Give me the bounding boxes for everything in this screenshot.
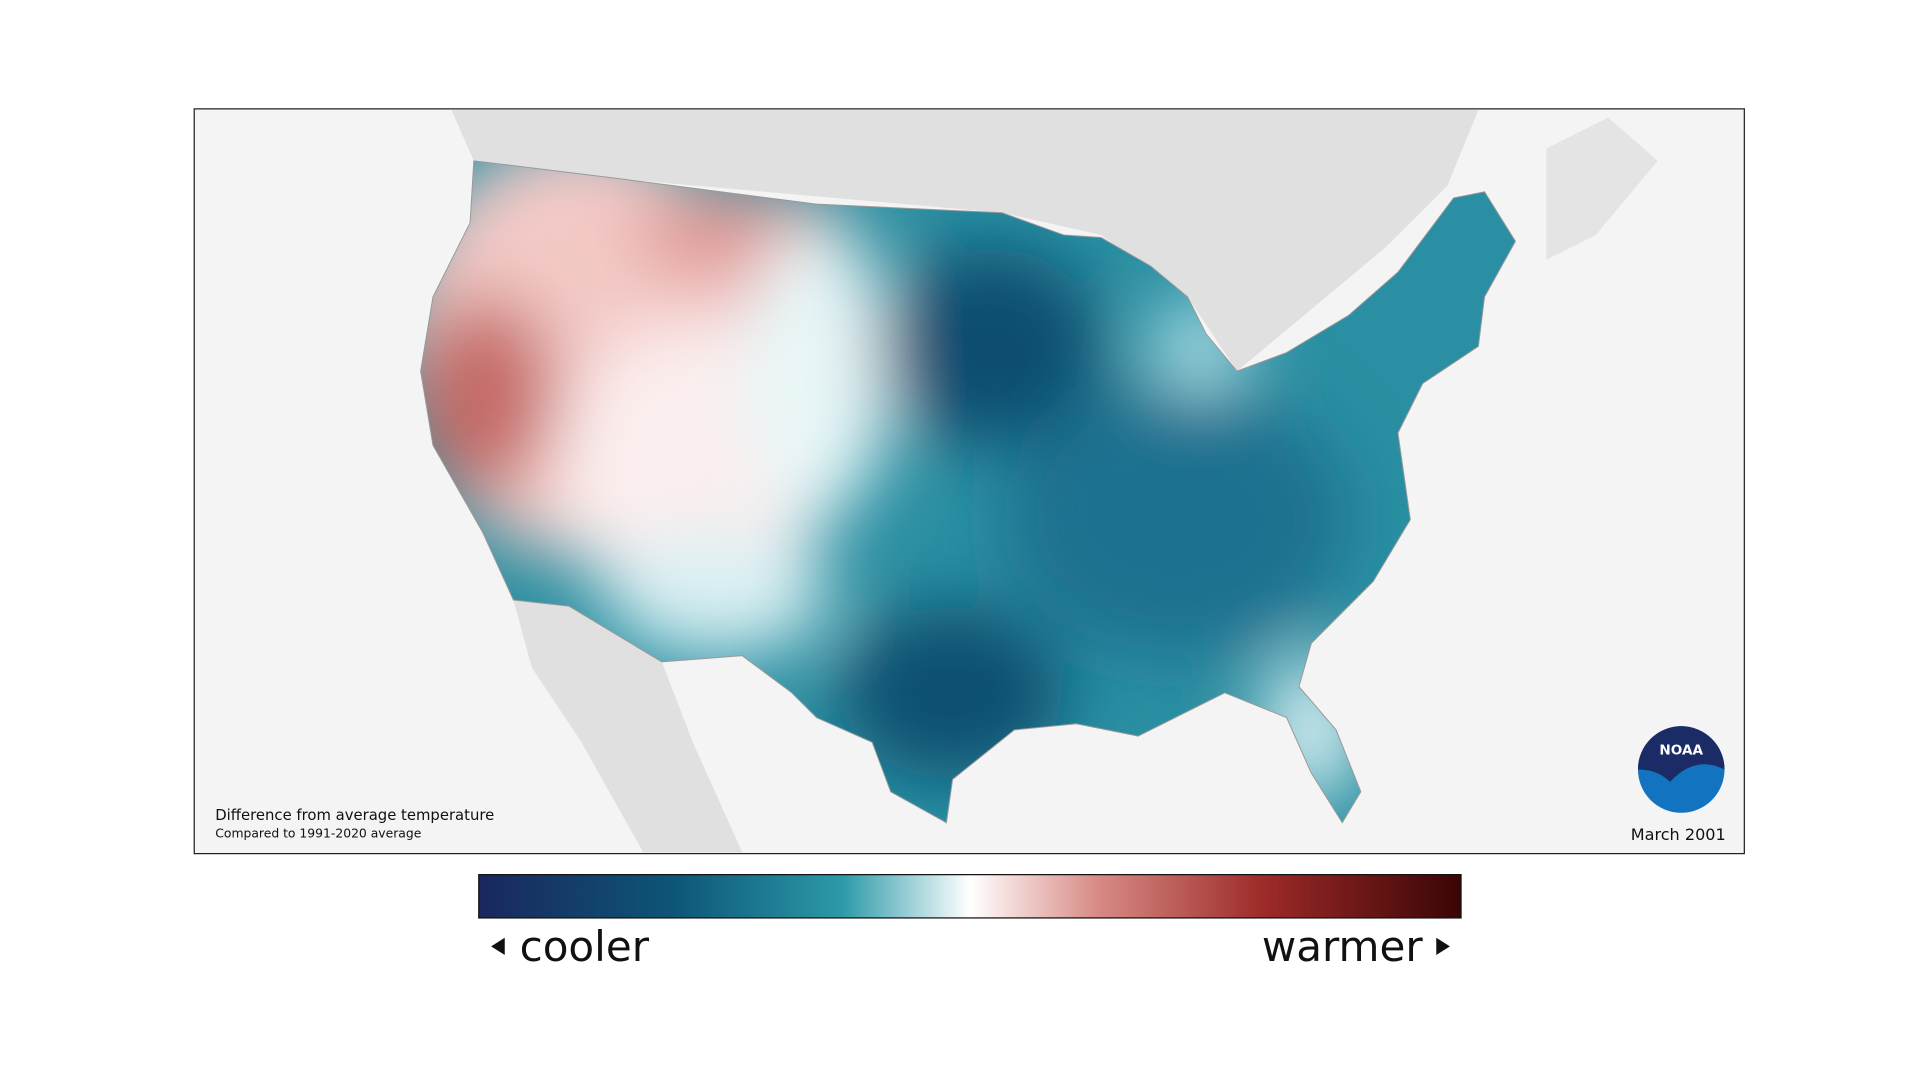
logo-text: NOAA (1659, 743, 1703, 759)
noaa-logo: NOAA (1637, 726, 1725, 813)
right-arrow (1436, 937, 1450, 956)
left-arrow (491, 937, 505, 956)
map-frame (193, 108, 1745, 855)
legend-low: cooler (520, 922, 650, 971)
legend-high: warmer (1262, 922, 1424, 971)
map-date: March 2001 (1631, 825, 1726, 844)
caption-subtitle: Compared to 1991-2020 average (215, 827, 421, 841)
caption-title: Difference from average temperature (215, 807, 494, 824)
color-bar (478, 874, 1462, 919)
